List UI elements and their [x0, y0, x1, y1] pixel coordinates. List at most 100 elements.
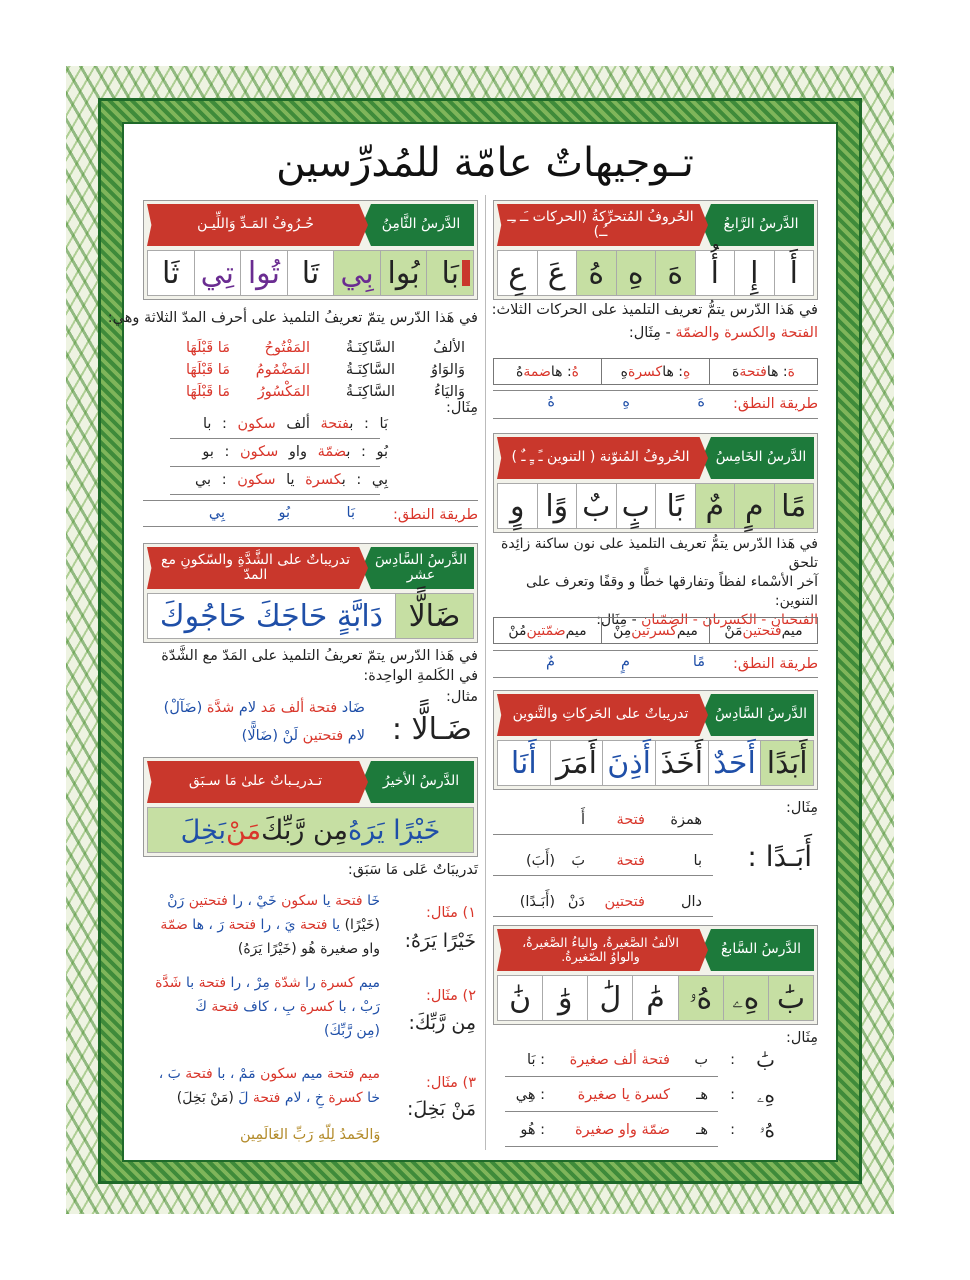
letter-cell: هُ: [576, 251, 616, 295]
text-segment: ميم: [297, 1066, 323, 1082]
text-segment: مَنْ: [226, 814, 262, 846]
example-line: واو صغيرة هُو (خَيْرًا يَرَهُ): [238, 941, 380, 957]
table-cell: هِ : ها كسرة هِ: [601, 359, 709, 384]
text-segment: ب: [341, 472, 346, 488]
table-cell: : هُو: [520, 1122, 545, 1138]
example-line: خا كسرة خِ ، لام فتحة لَ (مَنْ بَخِلَ): [177, 1090, 380, 1106]
text-segment: خَا: [362, 893, 380, 909]
rule: [493, 390, 818, 391]
example-label: ١) مثَال:: [425, 905, 476, 921]
lesson-6-box: الدَّرسُ السَّادِسُ تدريباتٌ على الحَركات…: [493, 690, 818, 790]
text-segment: (مِن رَّبِّكَ): [324, 1023, 380, 1039]
text-segment: آخر الأسْماء لفظاً وتفارقها خطًّا و وقفً…: [526, 574, 818, 609]
letter-cell: أَبَدًا: [760, 741, 813, 785]
letter-cell: بَا: [426, 251, 473, 295]
text-segment: - مِثَال:: [596, 612, 642, 628]
rule: [170, 466, 380, 467]
letter-cell: أَخَذَ: [654, 741, 708, 785]
pronunciation-item: بَا: [346, 505, 355, 521]
example-line: بُو : بضمّة واو سكون : بو: [202, 444, 388, 460]
rule: [493, 677, 818, 678]
text-segment: فتحة: [322, 1066, 355, 1082]
text-segment: ضَاد: [337, 700, 365, 716]
example-letter: بَٰ: [756, 1048, 775, 1072]
text-segment: (ضَالًّا): [241, 728, 278, 744]
text-segment: مِنْ: [613, 622, 632, 639]
text-segment: لَ: [233, 1090, 249, 1106]
text-segment: كسرة: [315, 975, 355, 991]
letter-cell: لَٰ: [587, 976, 632, 1020]
lesson-tag: الدَّرسُ السَّادِسَ عشر: [362, 547, 474, 589]
lesson-title: تدريباتٌ على الحَركاتِ والتَّنوين: [497, 694, 708, 736]
lesson-tag: الدَّرسُ السَّابعُ: [702, 929, 814, 971]
text-segment: را: [256, 917, 272, 933]
letter-cell: أَنَا: [510, 745, 537, 781]
table-cell: بَ: [571, 853, 585, 869]
text-segment: ب: [349, 416, 354, 432]
rule: [143, 526, 478, 527]
table-cell: المَفْتُوحُ: [264, 340, 310, 356]
text-segment: رَنْ: [167, 893, 185, 909]
pronunciation-item: بِي: [208, 505, 225, 521]
letters-row: خَيْرًا يَرَهُ مِن رَّبِّكَ مَنْ بَخِلَ: [147, 807, 474, 853]
example-line: ميم كسرة را شدّة مِرْ ، را فتحة با شَدَّ…: [155, 975, 380, 991]
letter-cell: ضَالًّا: [394, 594, 473, 638]
lesson-description: في هَذا الدّرس يتمّ تعريفُ التلميذ على ا…: [161, 648, 478, 664]
text-segment: لام: [234, 700, 257, 716]
text-segment: : ها: [662, 363, 684, 380]
text-segment: فتحتين: [184, 893, 228, 909]
lesson-title: تدريباتٌ على الشَّدَّةِ والسّكونِ مع الم…: [147, 547, 368, 589]
lesson-title: الألفُ الصَّغيرةُ، والياءُ الصَّغيرةُ، و…: [497, 929, 708, 971]
page-title: تـوجيهاتٌ عامّة للمُدرِّسين: [276, 140, 694, 186]
text-segment: (ضَآلْ): [163, 700, 203, 716]
lesson-tag: الدَّرسُ الأخيرُ: [362, 761, 474, 803]
text-segment: في الكَلمةِ الواحِدة:: [363, 668, 478, 684]
example-label: ٣) مثَال:: [425, 1075, 476, 1091]
example-line: لام فتحتين لَنْ (ضَالًّا): [242, 728, 365, 744]
pronunciation-item: مٍ: [621, 654, 630, 670]
text-segment: مِرْ ،: [241, 975, 270, 991]
text-segment: سكون: [237, 472, 276, 488]
table-cell: السَّاكِنَـةُ: [345, 362, 395, 378]
table-cell: : هِي: [515, 1087, 545, 1103]
text-segment: فتحة: [320, 416, 350, 432]
pronunciation-item: هُ: [547, 394, 555, 410]
letter-cell: هُۥ: [677, 976, 723, 1020]
lesson-16-box: الدَّرسُ السَّادِسَ عشر تدريباتٌ على الشَ…: [143, 543, 478, 643]
section-subheading: تَدريبَاتٌ عَلى مَا سَبَق:: [347, 862, 478, 878]
text-segment: هَ: [787, 363, 795, 380]
letter-cell: أَمَرَ: [549, 741, 603, 785]
column-divider: [485, 195, 486, 1150]
example-letter: هُۥ: [759, 1118, 775, 1142]
text-segment: رَ ،: [203, 917, 225, 933]
text-segment: الفتحتان - الكسرتان - الضمّتان: [641, 612, 818, 628]
table-cell: وَالوَاوُ: [431, 362, 465, 378]
table-cell: مَا قَبْلَهَا: [185, 362, 230, 378]
text-segment: فتحة: [330, 893, 363, 909]
pronunciation-item: بُو: [278, 505, 290, 521]
table-cell: السَّاكِنَـةُ: [345, 340, 395, 356]
text-segment: فتحتين: [742, 622, 782, 639]
text-segment: مِن رَّبِّكَ: [261, 814, 348, 846]
text-segment: هِ: [620, 363, 628, 380]
lesson-4-box: الدَّرسُ الرَّابعُ الحُروفُ المُتحرِّكةُ …: [493, 200, 818, 300]
table-cell: ضمّة واو صغيرة: [574, 1122, 670, 1138]
letter-cell: مًا: [773, 484, 813, 528]
pronunciation-label: طريقة النطق:: [393, 507, 478, 523]
text-segment: : با: [202, 416, 238, 432]
letter-cell: عَ: [536, 251, 577, 295]
text-segment: سكون: [240, 444, 279, 460]
text-segment: شَدَّة: [155, 975, 182, 991]
letter-cell: بِي: [333, 251, 380, 295]
letter-cell: بٌ: [576, 484, 616, 528]
letter-cell: نَٰ: [509, 980, 532, 1016]
lesson-description: في الكَلمةِ الواحِدة:: [363, 668, 478, 684]
text-segment: كَ: [195, 999, 207, 1015]
letter-cell: مٌ: [694, 484, 734, 528]
table-cell: :: [730, 1087, 735, 1103]
text-segment: كسرة: [305, 472, 342, 488]
table-cell: الألفُ: [433, 340, 465, 356]
lesson-description: في هَذا الدّرس يتمُّ تعريف التلميذ على ا…: [492, 302, 818, 318]
example-line: ضَاد فتحة ألف مَد لام شدَّة (ضَآلْ): [164, 700, 365, 716]
example-line: بَا : بفتحة ألف سكون : با: [203, 416, 388, 432]
